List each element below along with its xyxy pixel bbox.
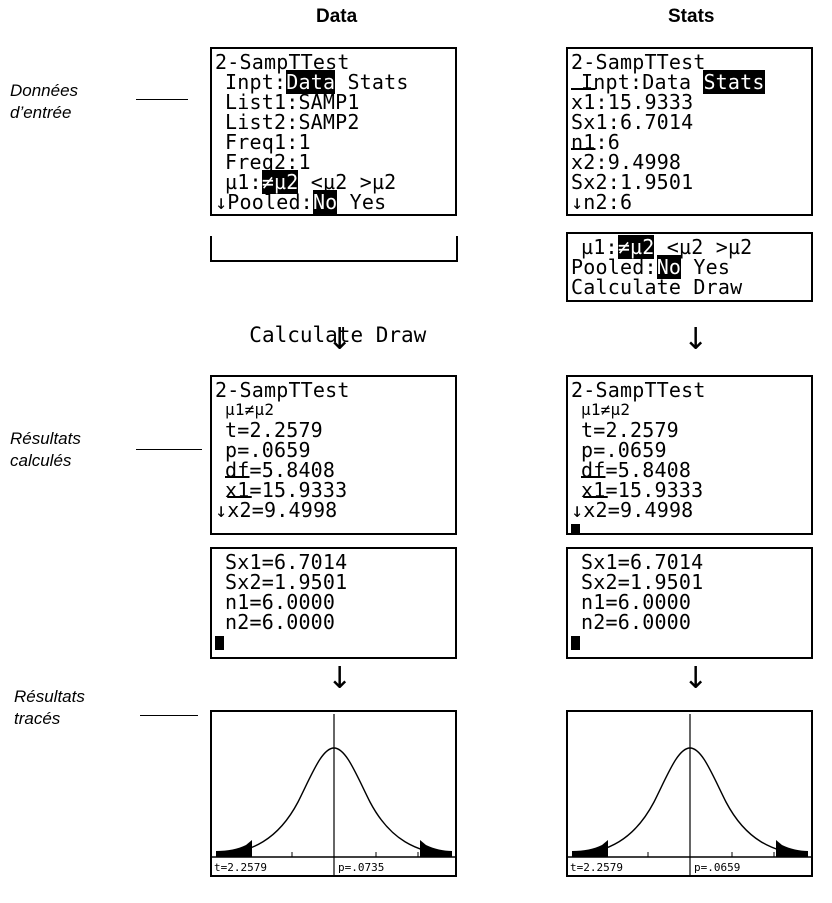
inpt-stats-option[interactable]: Stats bbox=[347, 70, 409, 94]
screen-input-stats-continued: µ1:≠µ2 <µ2 >µ2 Pooled:No Yes Calculate D… bbox=[566, 232, 813, 302]
graph-drawn-stats: t=2.2579 p=.0659 bbox=[566, 710, 813, 877]
rule-drawn bbox=[140, 715, 198, 716]
inpt-stats-option[interactable]: Stats bbox=[703, 70, 765, 94]
pooled-yes-option[interactable]: Yes bbox=[693, 255, 731, 279]
pooled-no-option[interactable]: No bbox=[312, 190, 338, 214]
calculate-draw-bar-data: Calculate Draw bbox=[210, 236, 458, 346]
rule-calculated bbox=[136, 449, 202, 450]
column-title-data: Data bbox=[316, 6, 358, 27]
mu-lt-option[interactable]: <µ2 bbox=[310, 170, 348, 194]
screen-input-stats: 2-SampTTest Inpt:Data Stats x1:15.9333 S… bbox=[566, 47, 813, 216]
bell-curve-graph bbox=[212, 714, 455, 875]
screen-results-data: 2-SampTTest µ1≠µ2 t=2.2579 p=.0659 df=5.… bbox=[210, 375, 457, 535]
inpt-data-option[interactable]: Data bbox=[286, 70, 336, 94]
cursor-block bbox=[215, 636, 224, 650]
rule-input bbox=[136, 99, 188, 100]
draw-option[interactable]: Draw bbox=[693, 275, 743, 299]
mu-ne-option[interactable]: ≠µ2 bbox=[261, 170, 299, 194]
mu-lt-option[interactable]: <µ2 bbox=[666, 235, 704, 259]
label-input-data: Données d’entrée bbox=[10, 81, 79, 122]
screen-results-stats: 2-SampTTest µ1≠µ2 t=2.2579 p=.0659 df=5.… bbox=[566, 375, 813, 535]
graph-p-label: p=.0659 bbox=[694, 861, 741, 874]
screen-results-page2-data: Sx1=6.7014 Sx2=1.9501 n1=6.0000 n2=6.000… bbox=[210, 547, 457, 659]
inpt-data-option[interactable]: Data bbox=[642, 70, 692, 94]
graph-drawn-data: t=2.2579 p=.0735 bbox=[210, 710, 457, 877]
arrow-down-icon: ↓ bbox=[683, 661, 709, 696]
cursor-block bbox=[571, 636, 580, 650]
draw-option[interactable]: Draw bbox=[375, 323, 427, 347]
calculate-option[interactable]: Calculate bbox=[571, 275, 682, 299]
label-calculated-results: Résultats calculés bbox=[10, 429, 81, 470]
mu-gt-option[interactable]: >µ2 bbox=[359, 170, 397, 194]
screen-input-data: 2-SampTTest Inpt:Data Stats List1:SAMP1 … bbox=[210, 47, 457, 216]
mu-gt-option[interactable]: >µ2 bbox=[715, 235, 753, 259]
graph-t-label: t=2.2579 bbox=[570, 861, 623, 874]
screen-results-page2-stats: Sx1=6.7014 Sx2=1.9501 n1=6.0000 n2=6.000… bbox=[566, 547, 813, 659]
pooled-yes-option[interactable]: Yes bbox=[349, 190, 387, 214]
arrow-down-icon: ↓ bbox=[327, 661, 353, 696]
graph-p-label: p=.0735 bbox=[338, 861, 385, 874]
arrow-down-icon: ↓ bbox=[327, 322, 353, 357]
bell-curve-graph bbox=[568, 714, 811, 875]
label-drawn-results: Résultats tracés bbox=[14, 687, 85, 728]
column-title-stats: Stats bbox=[668, 6, 715, 27]
pooled-no-option[interactable]: No bbox=[656, 255, 682, 279]
arrow-down-icon: ↓ bbox=[683, 322, 709, 357]
calculate-option[interactable]: Calculate bbox=[249, 323, 364, 347]
graph-t-label: t=2.2579 bbox=[214, 861, 267, 874]
cursor-block bbox=[571, 524, 580, 533]
mu-ne-option[interactable]: ≠µ2 bbox=[617, 235, 655, 259]
